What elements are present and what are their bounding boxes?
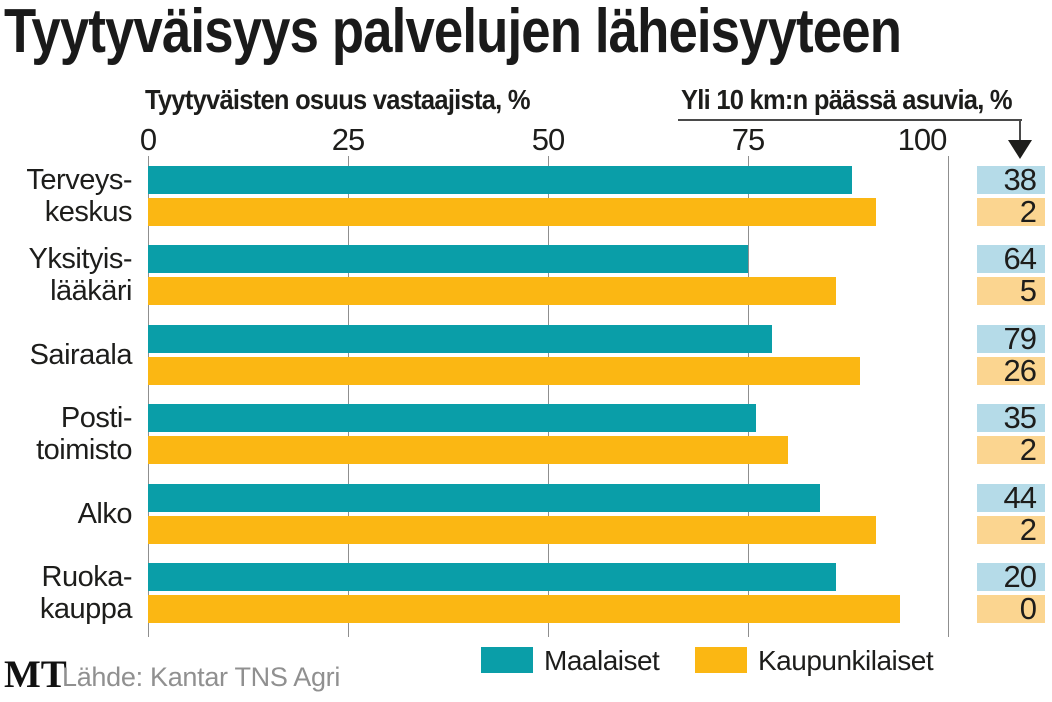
mt-logo: MT — [4, 653, 67, 696]
bar-kaupunkilaiset-6 — [148, 595, 900, 623]
distance-value-maalaiset-1: 38 — [977, 164, 1045, 195]
distance-value-kaupunkilaiset-1: 2 — [977, 196, 1045, 227]
distance-value-kaupunkilaiset-2: 5 — [977, 275, 1045, 306]
legend-label-kaupunkilaiset: Kaupunkilaiset — [758, 645, 934, 676]
bar-kaupunkilaiset-1 — [148, 198, 876, 226]
distance-value-maalaiset-5: 44 — [977, 482, 1045, 513]
category-label-line: kauppa — [39, 593, 133, 625]
bar-kaupunkilaiset-5 — [148, 516, 876, 544]
x-tick-label-25: 25 — [331, 122, 365, 157]
right-column-header: Yli 10 km:n päässä asuvia, % — [681, 84, 1013, 115]
category-label-line: keskus — [44, 196, 133, 228]
category-label-line: Alko — [77, 497, 133, 530]
category-label-line: Yksityis- — [28, 242, 133, 275]
distance-value-maalaiset-3: 79 — [977, 323, 1045, 354]
x-tick-label-75: 75 — [731, 122, 765, 157]
bar-maalaiset-2 — [148, 245, 748, 273]
category-label-2: Yksityis-lääkäri — [0, 242, 133, 307]
category-label-line: Posti- — [60, 401, 133, 434]
distance-value-kaupunkilaiset-5: 2 — [977, 514, 1045, 545]
gridline-75 — [748, 156, 749, 637]
legend: Maalaiset Kaupunkilaiset — [0, 644, 1052, 676]
legend-label-maalaiset: Maalaiset — [544, 645, 660, 676]
category-label-1: Terveys-keskus — [0, 163, 133, 228]
bar-maalaiset-3 — [148, 325, 772, 353]
x-tick-label-100: 100 — [897, 122, 948, 157]
bar-kaupunkilaiset-2 — [148, 277, 836, 305]
distance-value-kaupunkilaiset-3: 26 — [977, 355, 1045, 386]
legend-swatch-kaupunkilaiset — [695, 647, 747, 673]
down-arrow-icon — [1008, 140, 1032, 159]
page-title: Tyytyväisyys palvelujen läheisyyteen — [4, 0, 902, 66]
distance-value-maalaiset-2: 64 — [977, 243, 1045, 274]
gridline-50 — [548, 156, 549, 637]
category-label-line: lääkäri — [50, 275, 132, 307]
gridline-0 — [148, 156, 149, 637]
category-label-5: Alko — [0, 484, 133, 544]
category-label-line: Sairaala — [29, 338, 133, 371]
category-label-line: Terveys- — [26, 163, 132, 196]
category-label-line: Ruoka- — [41, 560, 133, 593]
category-label-6: Ruoka-kauppa — [0, 560, 133, 625]
gridline-25 — [348, 156, 349, 637]
bar-kaupunkilaiset-4 — [148, 436, 788, 464]
bar-maalaiset-6 — [148, 563, 836, 591]
distance-value-kaupunkilaiset-4: 2 — [977, 434, 1045, 465]
distance-value-maalaiset-4: 35 — [977, 402, 1045, 433]
x-tick-label-0: 0 — [139, 122, 157, 157]
category-label-3: Sairaala — [0, 325, 133, 385]
gridline-100 — [948, 156, 949, 637]
distance-value-maalaiset-6: 20 — [977, 561, 1045, 592]
left-axis-header: Tyytyväisten osuus vastaajista, % — [145, 84, 531, 115]
source-text: Lähde: Kantar TNS Agri — [62, 662, 341, 692]
category-label-line: toimisto — [36, 434, 132, 466]
right-header-arrow-stem — [1019, 119, 1021, 143]
bar-maalaiset-1 — [148, 166, 852, 194]
bar-maalaiset-5 — [148, 484, 820, 512]
legend-swatch-maalaiset — [481, 647, 533, 673]
right-header-underline — [678, 119, 1022, 121]
bar-maalaiset-4 — [148, 404, 756, 432]
distance-value-kaupunkilaiset-6: 0 — [977, 593, 1045, 624]
bar-kaupunkilaiset-3 — [148, 357, 860, 385]
category-label-4: Posti-toimisto — [0, 401, 133, 466]
x-tick-label-50: 50 — [531, 122, 565, 157]
